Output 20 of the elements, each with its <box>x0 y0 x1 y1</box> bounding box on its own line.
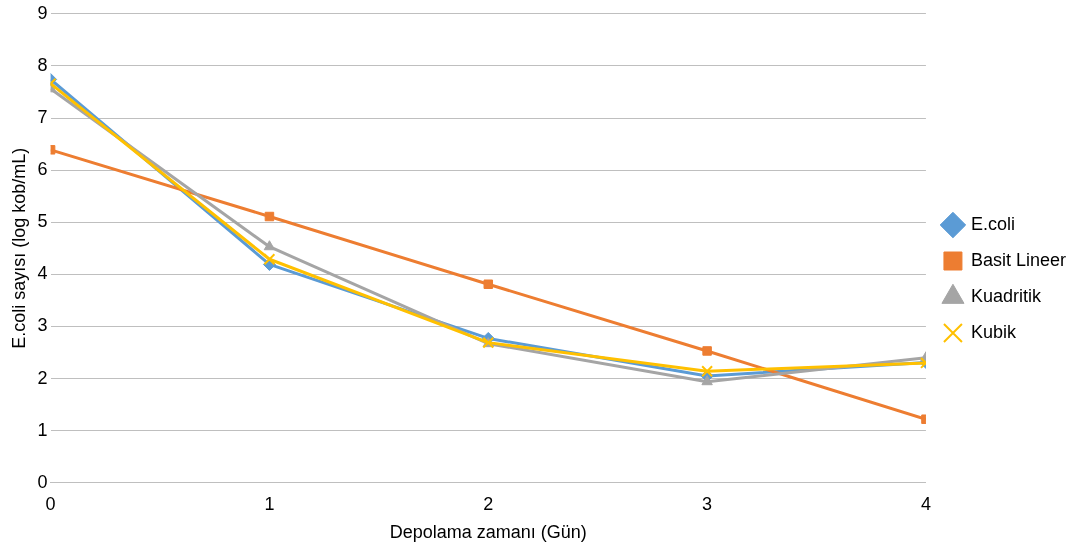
y-tick-label: 7 <box>37 106 48 127</box>
legend-label: E.coli <box>970 213 1015 234</box>
y-axis-title: E.coli sayısı (log kob/mL) <box>8 147 29 349</box>
x-tick-label: 1 <box>264 493 275 514</box>
y-tick-label: 4 <box>37 263 48 284</box>
y-tick-label: 3 <box>37 315 48 336</box>
y-tick-label: 6 <box>37 159 48 180</box>
y-tick-label: 2 <box>37 367 48 388</box>
x-axis-title: Depolama zamanı (Gün) <box>389 522 587 543</box>
legend-label: Kuadritik <box>970 285 1042 306</box>
legend-label: Basit Lineer <box>970 249 1067 270</box>
y-tick-label: 8 <box>37 54 48 75</box>
x-tick-label: 2 <box>483 493 494 514</box>
x-tick-label: 3 <box>702 493 713 514</box>
y-tick-label: 0 <box>37 471 48 492</box>
x-tick-label: 4 <box>920 493 931 514</box>
y-tick-label: 1 <box>37 419 48 440</box>
y-tick-label: 9 <box>37 2 48 23</box>
y-tick-label: 5 <box>37 211 48 232</box>
legend-label: Kubik <box>970 321 1017 342</box>
